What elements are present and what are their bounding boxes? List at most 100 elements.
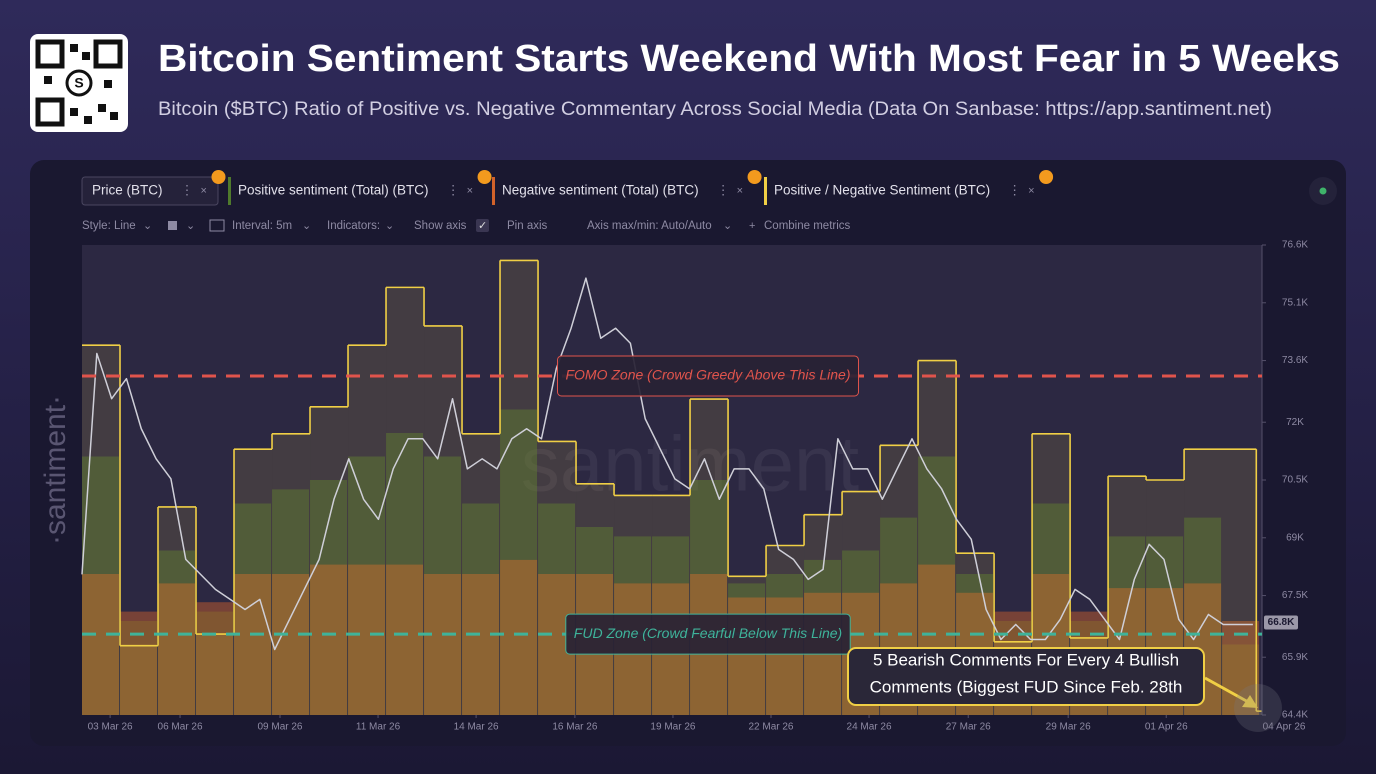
y-tick-label: 73.6K bbox=[1282, 355, 1308, 366]
pin-axis-toggle[interactable]: Pin axis bbox=[507, 220, 548, 232]
x-tick-label: 19 Mar 26 bbox=[650, 722, 695, 733]
style-control[interactable]: Style: Line bbox=[82, 220, 136, 232]
svg-text:⌄: ⌄ bbox=[723, 220, 732, 232]
legend-entry[interactable]: Positive / Negative Sentiment (BTC) bbox=[774, 183, 990, 198]
y-tick-label: 72K bbox=[1286, 417, 1304, 428]
sentiment-bar bbox=[462, 503, 500, 715]
qr-code: S bbox=[30, 34, 128, 132]
price-marker-box bbox=[1264, 615, 1298, 630]
sentiment-bar bbox=[120, 621, 158, 715]
ratio-area bbox=[576, 483, 615, 715]
x-tick-label: 06 Mar 26 bbox=[158, 722, 203, 733]
interval-control[interactable]: Interval: 5m bbox=[232, 220, 292, 232]
svg-text:✓: ✓ bbox=[478, 220, 487, 232]
ratio-area bbox=[310, 406, 349, 715]
ratio-area bbox=[500, 260, 539, 715]
ratio-area bbox=[1256, 711, 1262, 715]
x-tick-label: 11 Mar 26 bbox=[356, 722, 401, 733]
legend-entry[interactable]: Price (BTC) bbox=[92, 183, 163, 198]
svg-text:⌄: ⌄ bbox=[186, 220, 195, 232]
sentiment-bar bbox=[158, 583, 196, 715]
title: Bitcoin Sentiment Starts Weekend With Mo… bbox=[158, 38, 1340, 80]
y-tick-label: 69K bbox=[1286, 532, 1304, 543]
sentiment-bar bbox=[82, 456, 120, 715]
ratio-area bbox=[196, 634, 235, 715]
x-tick-label: 09 Mar 26 bbox=[257, 722, 302, 733]
legend-entry[interactable]: Positive sentiment (Total) (BTC) bbox=[238, 183, 429, 198]
sentiment-bar bbox=[234, 503, 272, 715]
svg-text:⌄: ⌄ bbox=[302, 220, 311, 232]
svg-text:⌄: ⌄ bbox=[143, 220, 152, 232]
svg-text:+: + bbox=[749, 220, 755, 232]
sentiment-bar bbox=[196, 611, 234, 715]
legend-close: × bbox=[737, 185, 743, 197]
sentiment-bar bbox=[386, 433, 424, 715]
sentiment-bar bbox=[272, 489, 310, 715]
indicators-control[interactable]: Indicators: bbox=[327, 220, 380, 232]
sentiment-bar bbox=[690, 480, 728, 715]
ratio-area bbox=[462, 433, 501, 715]
callout-arrowhead bbox=[1242, 695, 1258, 708]
y-tick-label: 76.6K bbox=[1282, 240, 1308, 251]
ratio-area bbox=[538, 441, 577, 715]
reference-label: FOMO Zone (Crowd Greedy Above This Line) bbox=[565, 367, 850, 383]
legend-coin bbox=[477, 170, 492, 184]
x-tick-label: 16 Mar 26 bbox=[552, 722, 597, 733]
legend-entry[interactable]: Negative sentiment (Total) (BTC) bbox=[502, 183, 699, 198]
y-tick-label: 64.4K bbox=[1282, 710, 1308, 721]
x-tick-label: 01 Apr 26 bbox=[1145, 722, 1188, 733]
sentiment-bar bbox=[82, 574, 120, 715]
callout-text: 5 Bearish Comments For Every 4 Bullish bbox=[873, 650, 1179, 669]
sentiment-bar bbox=[424, 456, 462, 715]
x-tick-label: 04 Apr 26 bbox=[1263, 722, 1306, 733]
legend-menu: ⋮ bbox=[447, 182, 460, 197]
price-marker-label: 66.8K bbox=[1268, 617, 1295, 628]
legend-close: × bbox=[467, 185, 473, 197]
reference-label-box bbox=[556, 355, 860, 397]
legend-menu: ⋮ bbox=[1008, 182, 1021, 197]
ratio-area bbox=[690, 399, 729, 715]
legend-menu: ⋮ bbox=[181, 182, 194, 197]
legend-coin bbox=[211, 170, 226, 184]
axis-range-control[interactable]: Axis max/min: Auto/Auto bbox=[587, 220, 712, 232]
x-tick-label: 27 Mar 26 bbox=[946, 722, 991, 733]
legend-coin bbox=[747, 170, 762, 184]
ratio-area bbox=[386, 287, 425, 715]
show-axis-toggle[interactable]: Show axis bbox=[414, 220, 467, 232]
sentiment-bar bbox=[348, 564, 386, 715]
legend-close: × bbox=[201, 185, 207, 197]
y-tick-label: 75.1K bbox=[1282, 297, 1308, 308]
callout-ring bbox=[1234, 684, 1282, 732]
sentiment-bar bbox=[500, 559, 538, 715]
x-tick-label: 03 Mar 26 bbox=[88, 722, 133, 733]
x-tick-label: 24 Mar 26 bbox=[847, 722, 892, 733]
sentiment-bar bbox=[462, 574, 500, 715]
svg-text:⌄: ⌄ bbox=[385, 220, 394, 232]
toolbar-icons: ⌄ ⌄ ⌄ ⌄ ✓ ⌄ + bbox=[143, 219, 755, 232]
callout-text: Comments (Biggest FUD Since Feb. 28th bbox=[870, 677, 1183, 696]
status-dot bbox=[1319, 187, 1327, 195]
sentiment-bar bbox=[272, 574, 310, 715]
reference-label: FUD Zone (Crowd Fearful Below This Line) bbox=[574, 625, 842, 641]
ratio-area bbox=[348, 345, 387, 715]
sentiment-bar bbox=[386, 564, 424, 715]
ratio-area bbox=[234, 449, 273, 715]
subtitle: Bitcoin ($BTC) Ratio of Positive vs. Neg… bbox=[158, 99, 1272, 120]
x-tick-label: 14 Mar 26 bbox=[454, 722, 499, 733]
sentiment-bar bbox=[120, 611, 158, 715]
combine-metrics[interactable]: Combine metrics bbox=[764, 220, 851, 232]
svg-text:S: S bbox=[74, 75, 83, 91]
sentiment-bar bbox=[310, 564, 348, 715]
price-line bbox=[81, 277, 1253, 651]
ratio-area bbox=[120, 645, 159, 715]
legend-swatch bbox=[492, 177, 495, 205]
sentiment-bar bbox=[234, 574, 272, 715]
y-tick-label: 70.5K bbox=[1282, 475, 1308, 486]
x-tick-label: 29 Mar 26 bbox=[1046, 722, 1091, 733]
legend-close: × bbox=[1028, 185, 1034, 197]
ratio-area bbox=[158, 506, 197, 715]
sentiment-bar bbox=[348, 456, 386, 715]
x-tick-label: 22 Mar 26 bbox=[748, 722, 793, 733]
